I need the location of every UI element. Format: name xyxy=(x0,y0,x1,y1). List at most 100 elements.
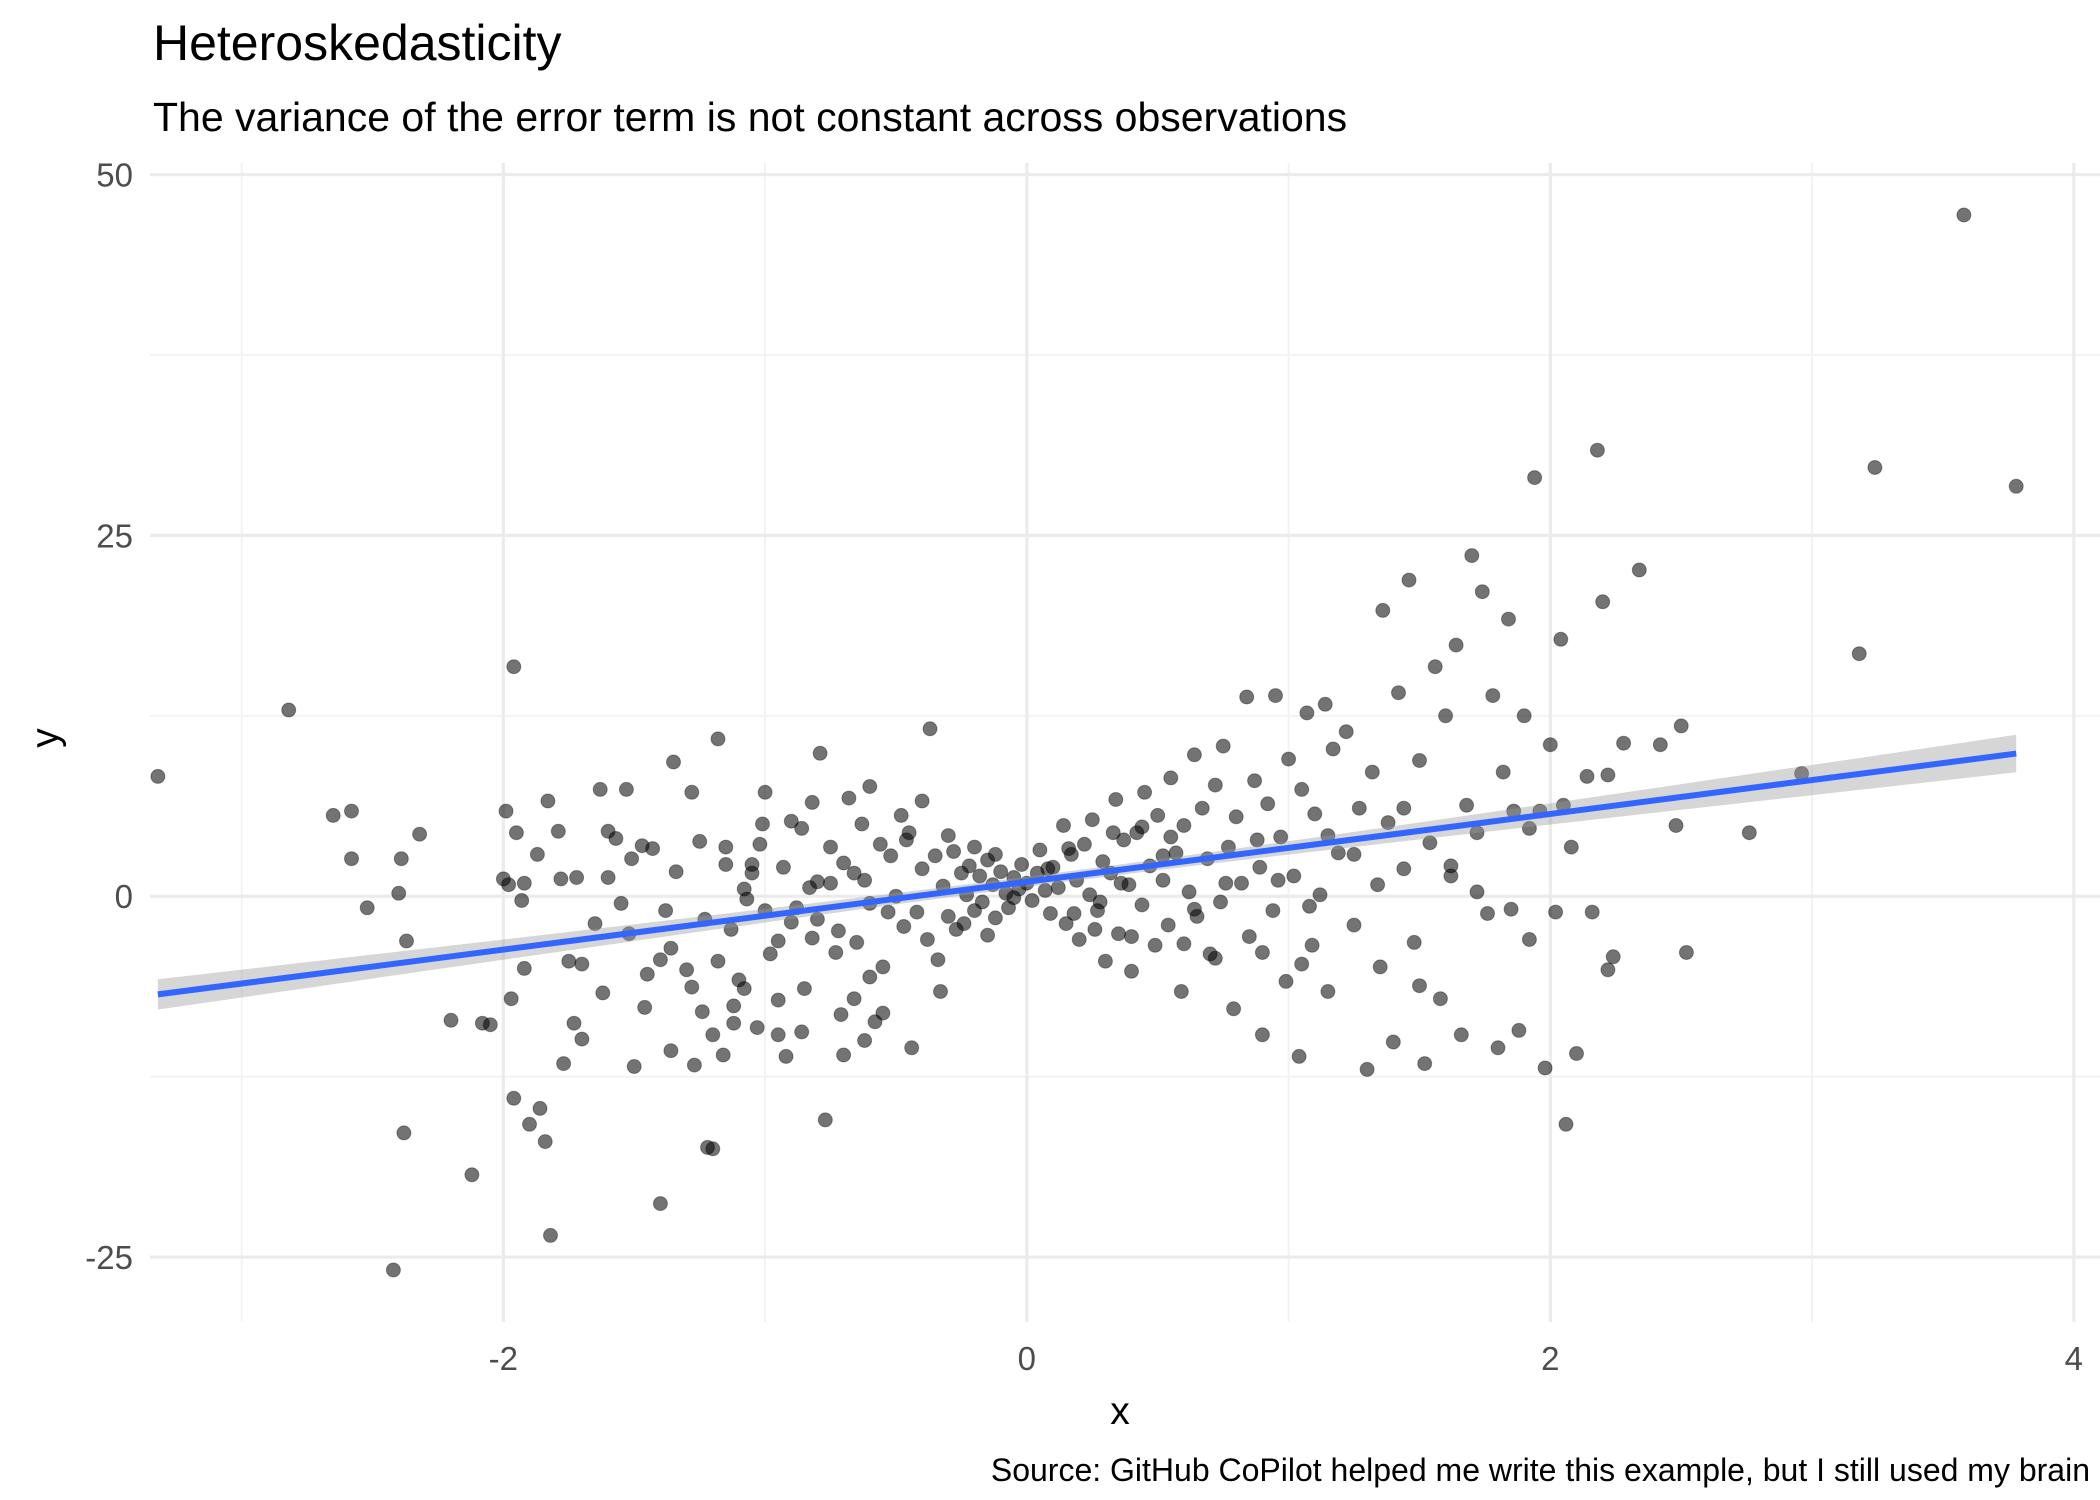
data-point xyxy=(1299,705,1315,721)
data-point xyxy=(1186,901,1202,917)
data-point xyxy=(1239,689,1255,705)
data-point xyxy=(1042,906,1058,921)
data-point xyxy=(652,952,668,968)
data-point xyxy=(666,754,681,770)
x-tick-label: -2 xyxy=(489,1340,518,1377)
data-point xyxy=(569,870,585,885)
data-point xyxy=(553,871,569,887)
data-point xyxy=(846,865,862,881)
data-point xyxy=(880,904,896,920)
data-point xyxy=(385,1262,401,1278)
data-point xyxy=(833,1007,849,1023)
data-point xyxy=(325,807,341,823)
data-point xyxy=(391,885,407,901)
data-point xyxy=(2008,478,2024,494)
data-point xyxy=(1375,602,1391,618)
data-point xyxy=(974,894,990,910)
data-point xyxy=(1320,984,1336,999)
data-point xyxy=(987,910,1003,926)
data-point xyxy=(1071,932,1087,947)
data-point xyxy=(1097,953,1113,969)
data-point xyxy=(1372,959,1388,975)
data-point xyxy=(940,908,956,924)
data-point xyxy=(736,981,752,997)
data-point xyxy=(1422,835,1438,851)
data-point xyxy=(1056,818,1071,833)
data-point xyxy=(618,781,634,797)
data-point xyxy=(1307,806,1323,822)
data-point xyxy=(1111,926,1126,942)
data-point xyxy=(809,874,825,890)
data-point xyxy=(1260,796,1276,812)
data-point xyxy=(1474,584,1490,600)
data-point xyxy=(1673,718,1689,734)
data-point xyxy=(344,851,359,867)
data-point xyxy=(794,820,810,836)
chart-subtitle: The variance of the error term is not co… xyxy=(153,94,1347,140)
data-point xyxy=(857,872,873,888)
data-point xyxy=(1058,916,1074,932)
data-point xyxy=(1516,708,1532,724)
data-point xyxy=(744,857,760,872)
y-axis-title: y xyxy=(24,728,67,748)
data-point xyxy=(1181,884,1197,900)
x-axis-title: x xyxy=(1110,1390,1130,1433)
data-point xyxy=(1380,815,1396,831)
data-point xyxy=(1270,872,1286,888)
data-point xyxy=(1495,764,1511,780)
data-point xyxy=(1668,818,1684,833)
data-point xyxy=(1155,872,1171,888)
y-tick-label: 50 xyxy=(96,157,133,194)
data-point xyxy=(1014,857,1030,872)
data-point xyxy=(1569,1046,1584,1061)
data-point xyxy=(812,745,828,761)
data-point xyxy=(836,1047,852,1063)
data-point xyxy=(909,904,925,920)
data-point xyxy=(956,916,972,932)
data-point xyxy=(849,934,865,950)
data-point xyxy=(770,992,786,1008)
data-point xyxy=(1956,207,1972,223)
data-point xyxy=(1652,737,1668,753)
data-point xyxy=(1427,659,1443,675)
data-point xyxy=(1294,956,1310,972)
data-point xyxy=(658,903,674,919)
data-point xyxy=(919,932,935,947)
data-point xyxy=(1163,770,1179,786)
data-point xyxy=(516,875,532,891)
data-point xyxy=(972,868,988,884)
data-point xyxy=(1480,906,1495,921)
data-point xyxy=(1370,877,1386,893)
data-point xyxy=(1084,812,1100,828)
data-point xyxy=(718,839,734,855)
data-point xyxy=(1589,442,1605,458)
regression-fit xyxy=(157,734,2017,1010)
data-point xyxy=(566,1015,582,1031)
data-point xyxy=(1194,800,1210,816)
data-point xyxy=(396,1125,412,1141)
data-point xyxy=(600,823,616,839)
data-point xyxy=(550,823,566,839)
data-point xyxy=(1490,1040,1506,1056)
data-point xyxy=(1521,820,1537,836)
data-point xyxy=(1087,921,1103,937)
data-point xyxy=(933,984,948,999)
data-point xyxy=(501,877,517,893)
data-point xyxy=(1503,901,1519,917)
data-point xyxy=(1116,832,1132,848)
data-point xyxy=(1317,696,1333,712)
data-point xyxy=(1304,937,1320,953)
data-point xyxy=(613,895,629,911)
data-point xyxy=(1218,875,1234,891)
data-point xyxy=(1082,887,1098,903)
data-point xyxy=(796,981,812,997)
data-point xyxy=(809,911,825,927)
data-point xyxy=(1396,861,1412,877)
data-point xyxy=(1605,949,1621,965)
data-point xyxy=(1226,1001,1242,1017)
data-point xyxy=(804,930,820,946)
data-point xyxy=(710,953,726,969)
data-point xyxy=(961,858,977,874)
data-point xyxy=(1558,1116,1574,1132)
